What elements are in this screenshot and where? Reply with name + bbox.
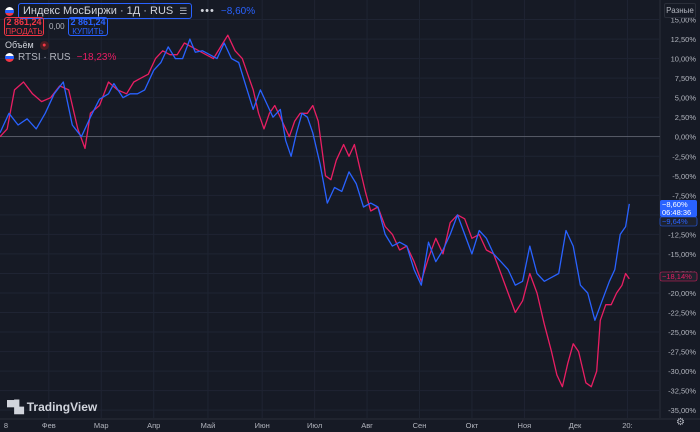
compare-change: −18,23% bbox=[76, 52, 117, 63]
sell-label: ПРОДАТЬ bbox=[5, 26, 43, 36]
buy-price: 2 861,24 bbox=[70, 16, 106, 27]
y-tick-label: -30,00% bbox=[668, 367, 696, 376]
x-tick-label: Апр bbox=[147, 421, 160, 430]
blue-secondary-label: −9,64% bbox=[662, 217, 688, 226]
price-labels: −8,60% 06:48:36 −9,64% −18,14% bbox=[659, 200, 698, 282]
x-tick-label: Июн bbox=[255, 421, 270, 430]
compare-name: RTSI · RUS bbox=[18, 52, 71, 63]
moex-index-line bbox=[0, 38, 630, 321]
x-tick-label: Дек bbox=[569, 421, 582, 430]
x-tick-label: Мар bbox=[94, 421, 109, 430]
sell-button[interactable]: 2 861,24 ПРОДАТЬ bbox=[4, 17, 44, 36]
x-tick-label: Июл bbox=[307, 421, 322, 430]
y-tick-label: 5,00% bbox=[675, 94, 697, 103]
spread-value: 0,00 bbox=[49, 22, 65, 31]
y-tick-label: -25,00% bbox=[668, 328, 696, 337]
scale-mode-button[interactable]: Разные bbox=[664, 3, 696, 18]
eye-off-icon[interactable]: ● bbox=[39, 40, 49, 50]
symbol-change: −8,60% bbox=[220, 5, 256, 17]
x-tick-label: 8 bbox=[4, 421, 8, 430]
blue-value-label: −8,60% bbox=[662, 200, 688, 209]
y-tick-label: -7,50% bbox=[672, 191, 696, 200]
x-tick-label: Ноя bbox=[518, 421, 532, 430]
blue-label-bg bbox=[660, 200, 697, 217]
sell-price: 2 861,24 bbox=[6, 16, 42, 27]
y-tick-label: 2,50% bbox=[675, 113, 697, 122]
y-tick-label: 0,00% bbox=[675, 133, 697, 142]
blue-countdown-label: 06:48:36 bbox=[662, 208, 691, 217]
x-tick-label: Фев bbox=[42, 421, 56, 430]
red-label-bg bbox=[659, 271, 698, 282]
x-tick-label: Авг bbox=[361, 421, 373, 430]
y-tick-label: -5,00% bbox=[672, 172, 696, 181]
x-tick-label: Сен bbox=[413, 421, 427, 430]
blue-secondary-bg bbox=[659, 216, 698, 227]
more-icon[interactable]: ••• bbox=[200, 5, 215, 17]
y-tick-label: -2,50% bbox=[672, 152, 696, 161]
x-tick-label: Окт bbox=[466, 421, 479, 430]
compare-legend[interactable]: RTSI · RUS −18,23% bbox=[5, 52, 116, 63]
y-tick-label: -22,50% bbox=[668, 309, 696, 318]
russia-flag-icon bbox=[5, 6, 14, 16]
symbol-name: Индекс МосБиржи · 1Д · RUS bbox=[23, 5, 174, 17]
y-tick-label: 12,50% bbox=[671, 35, 697, 44]
y-tick-label: 10,00% bbox=[671, 55, 697, 64]
y-tick-label: -27,50% bbox=[668, 348, 696, 357]
y-tick-label: -20,00% bbox=[668, 289, 696, 298]
volume-legend[interactable]: Объём ● bbox=[5, 40, 49, 50]
tradingview-logo-icon: ▀▙ bbox=[7, 400, 24, 414]
series-layer bbox=[0, 34, 630, 388]
symbol-menu-icon[interactable]: ☰ bbox=[179, 5, 188, 16]
y-tick-label: 15,00% bbox=[671, 16, 697, 25]
y-axis[interactable]: 15,00% 12,50% 10,00% 7,50% 5,00% 2,50% 0,00% -2… bbox=[668, 16, 696, 416]
x-tick-label: 20: bbox=[622, 421, 632, 430]
y-tick-label: -15,00% bbox=[668, 250, 696, 259]
x-axis[interactable]: 8 Фев Мар Апр Май Июн Июл Авг Сен Окт Ноя Дек 20: bbox=[4, 421, 633, 430]
x-tick-label: Май bbox=[201, 421, 216, 430]
russia-flag-icon bbox=[5, 53, 14, 62]
buy-label: КУПИТЬ bbox=[72, 26, 104, 36]
symbol-legend[interactable]: Индекс МосБиржи · 1Д · RUS ☰ ••• −8,60% bbox=[5, 3, 255, 19]
buy-button[interactable]: 2 861,24 КУПИТЬ bbox=[68, 17, 108, 36]
volume-label: Объём bbox=[5, 40, 34, 50]
grid bbox=[0, 0, 700, 420]
branding-text: TradingView bbox=[26, 400, 98, 414]
tradingview-logo[interactable]: ▀▙ TradingView bbox=[7, 400, 97, 414]
y-tick-label: -12,50% bbox=[668, 230, 696, 239]
gear-icon[interactable]: ⚙ bbox=[676, 417, 685, 428]
y-tick-label: -35,00% bbox=[668, 406, 696, 415]
y-tick-label: 7,50% bbox=[675, 74, 697, 83]
red-value-label: −18,14% bbox=[662, 272, 692, 281]
rtsi-line bbox=[0, 34, 630, 388]
y-tick-label: -32,50% bbox=[668, 387, 696, 396]
